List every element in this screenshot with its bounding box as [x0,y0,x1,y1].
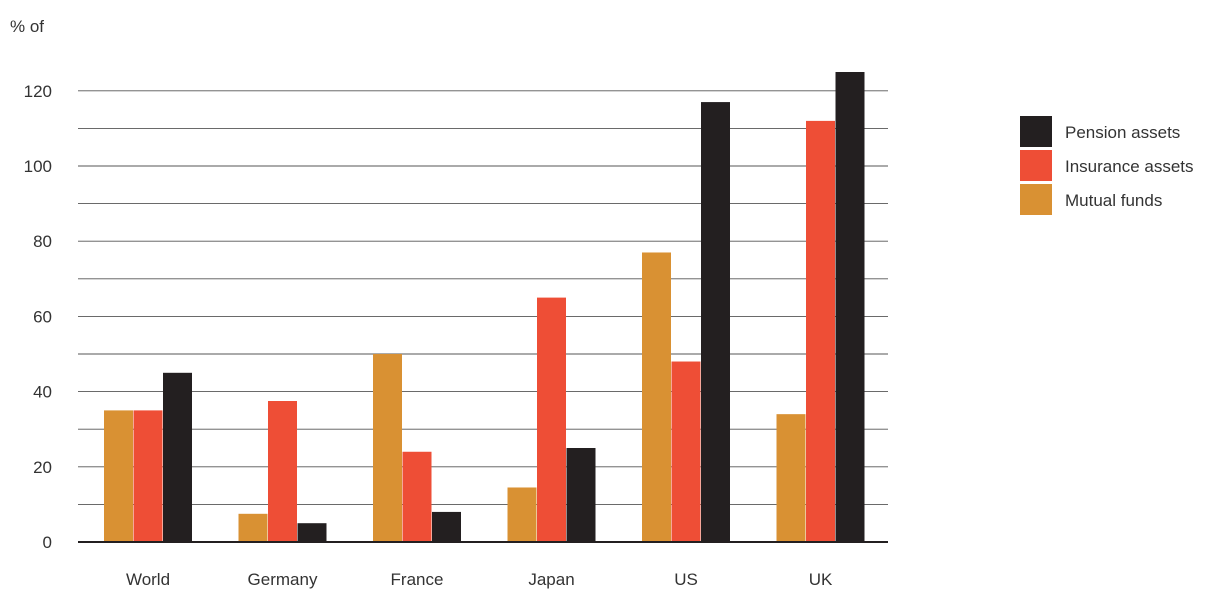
bar-pension-assets [297,523,327,542]
x-tick-label: UK [809,570,833,589]
bar-insurance-assets [268,401,297,542]
bar-pension-assets [835,72,865,542]
bar-mutual-funds [238,513,268,542]
bar-mutual-funds [104,410,133,542]
gridlines [78,90,888,505]
y-tick-label: 120 [24,82,52,101]
legend-label: Insurance assets [1065,157,1194,176]
y-tick-label: 0 [43,533,52,552]
legend-swatch [1020,116,1052,147]
legend-item: Pension assets [1020,116,1180,147]
legend-item: Mutual funds [1020,184,1162,215]
legend-swatch [1020,184,1052,215]
legend-label: Mutual funds [1065,191,1162,210]
y-axis-label: % of [10,17,44,36]
bar-pension-assets [163,372,192,542]
bar-mutual-funds [373,354,402,542]
bar-mutual-funds [642,252,671,543]
bars [104,72,865,543]
x-axis-ticks: World Germany France Japan US UK [126,570,833,589]
bar-pension-assets [701,102,730,542]
bar-insurance-assets [806,120,835,542]
x-tick-label: Japan [528,570,574,589]
bar-pension-assets [432,511,461,542]
y-tick-label: 40 [33,383,52,402]
bar-insurance-assets [671,361,701,542]
x-tick-label: US [674,570,698,589]
y-tick-label: 100 [24,157,52,176]
bar-insurance-assets [402,451,432,542]
y-tick-label: 80 [33,232,52,251]
y-tick-label: 60 [33,307,52,326]
legend: Pension assets Insurance assets Mutual fun… [1020,116,1194,215]
x-tick-label: Germany [248,570,318,589]
y-tick-label: 20 [33,458,52,477]
y-axis-ticks: 0 20 40 60 80 100 120 [24,82,52,552]
legend-item: Insurance assets [1020,150,1194,181]
bar-insurance-assets [537,297,566,542]
legend-label: Pension assets [1065,123,1180,142]
bar-mutual-funds [776,414,806,542]
x-tick-label: France [391,570,444,589]
bar-pension-assets [566,448,596,542]
legend-swatch [1020,150,1052,181]
x-tick-label: World [126,570,170,589]
bar-mutual-funds [507,487,537,542]
bar-insurance-assets [133,410,163,542]
